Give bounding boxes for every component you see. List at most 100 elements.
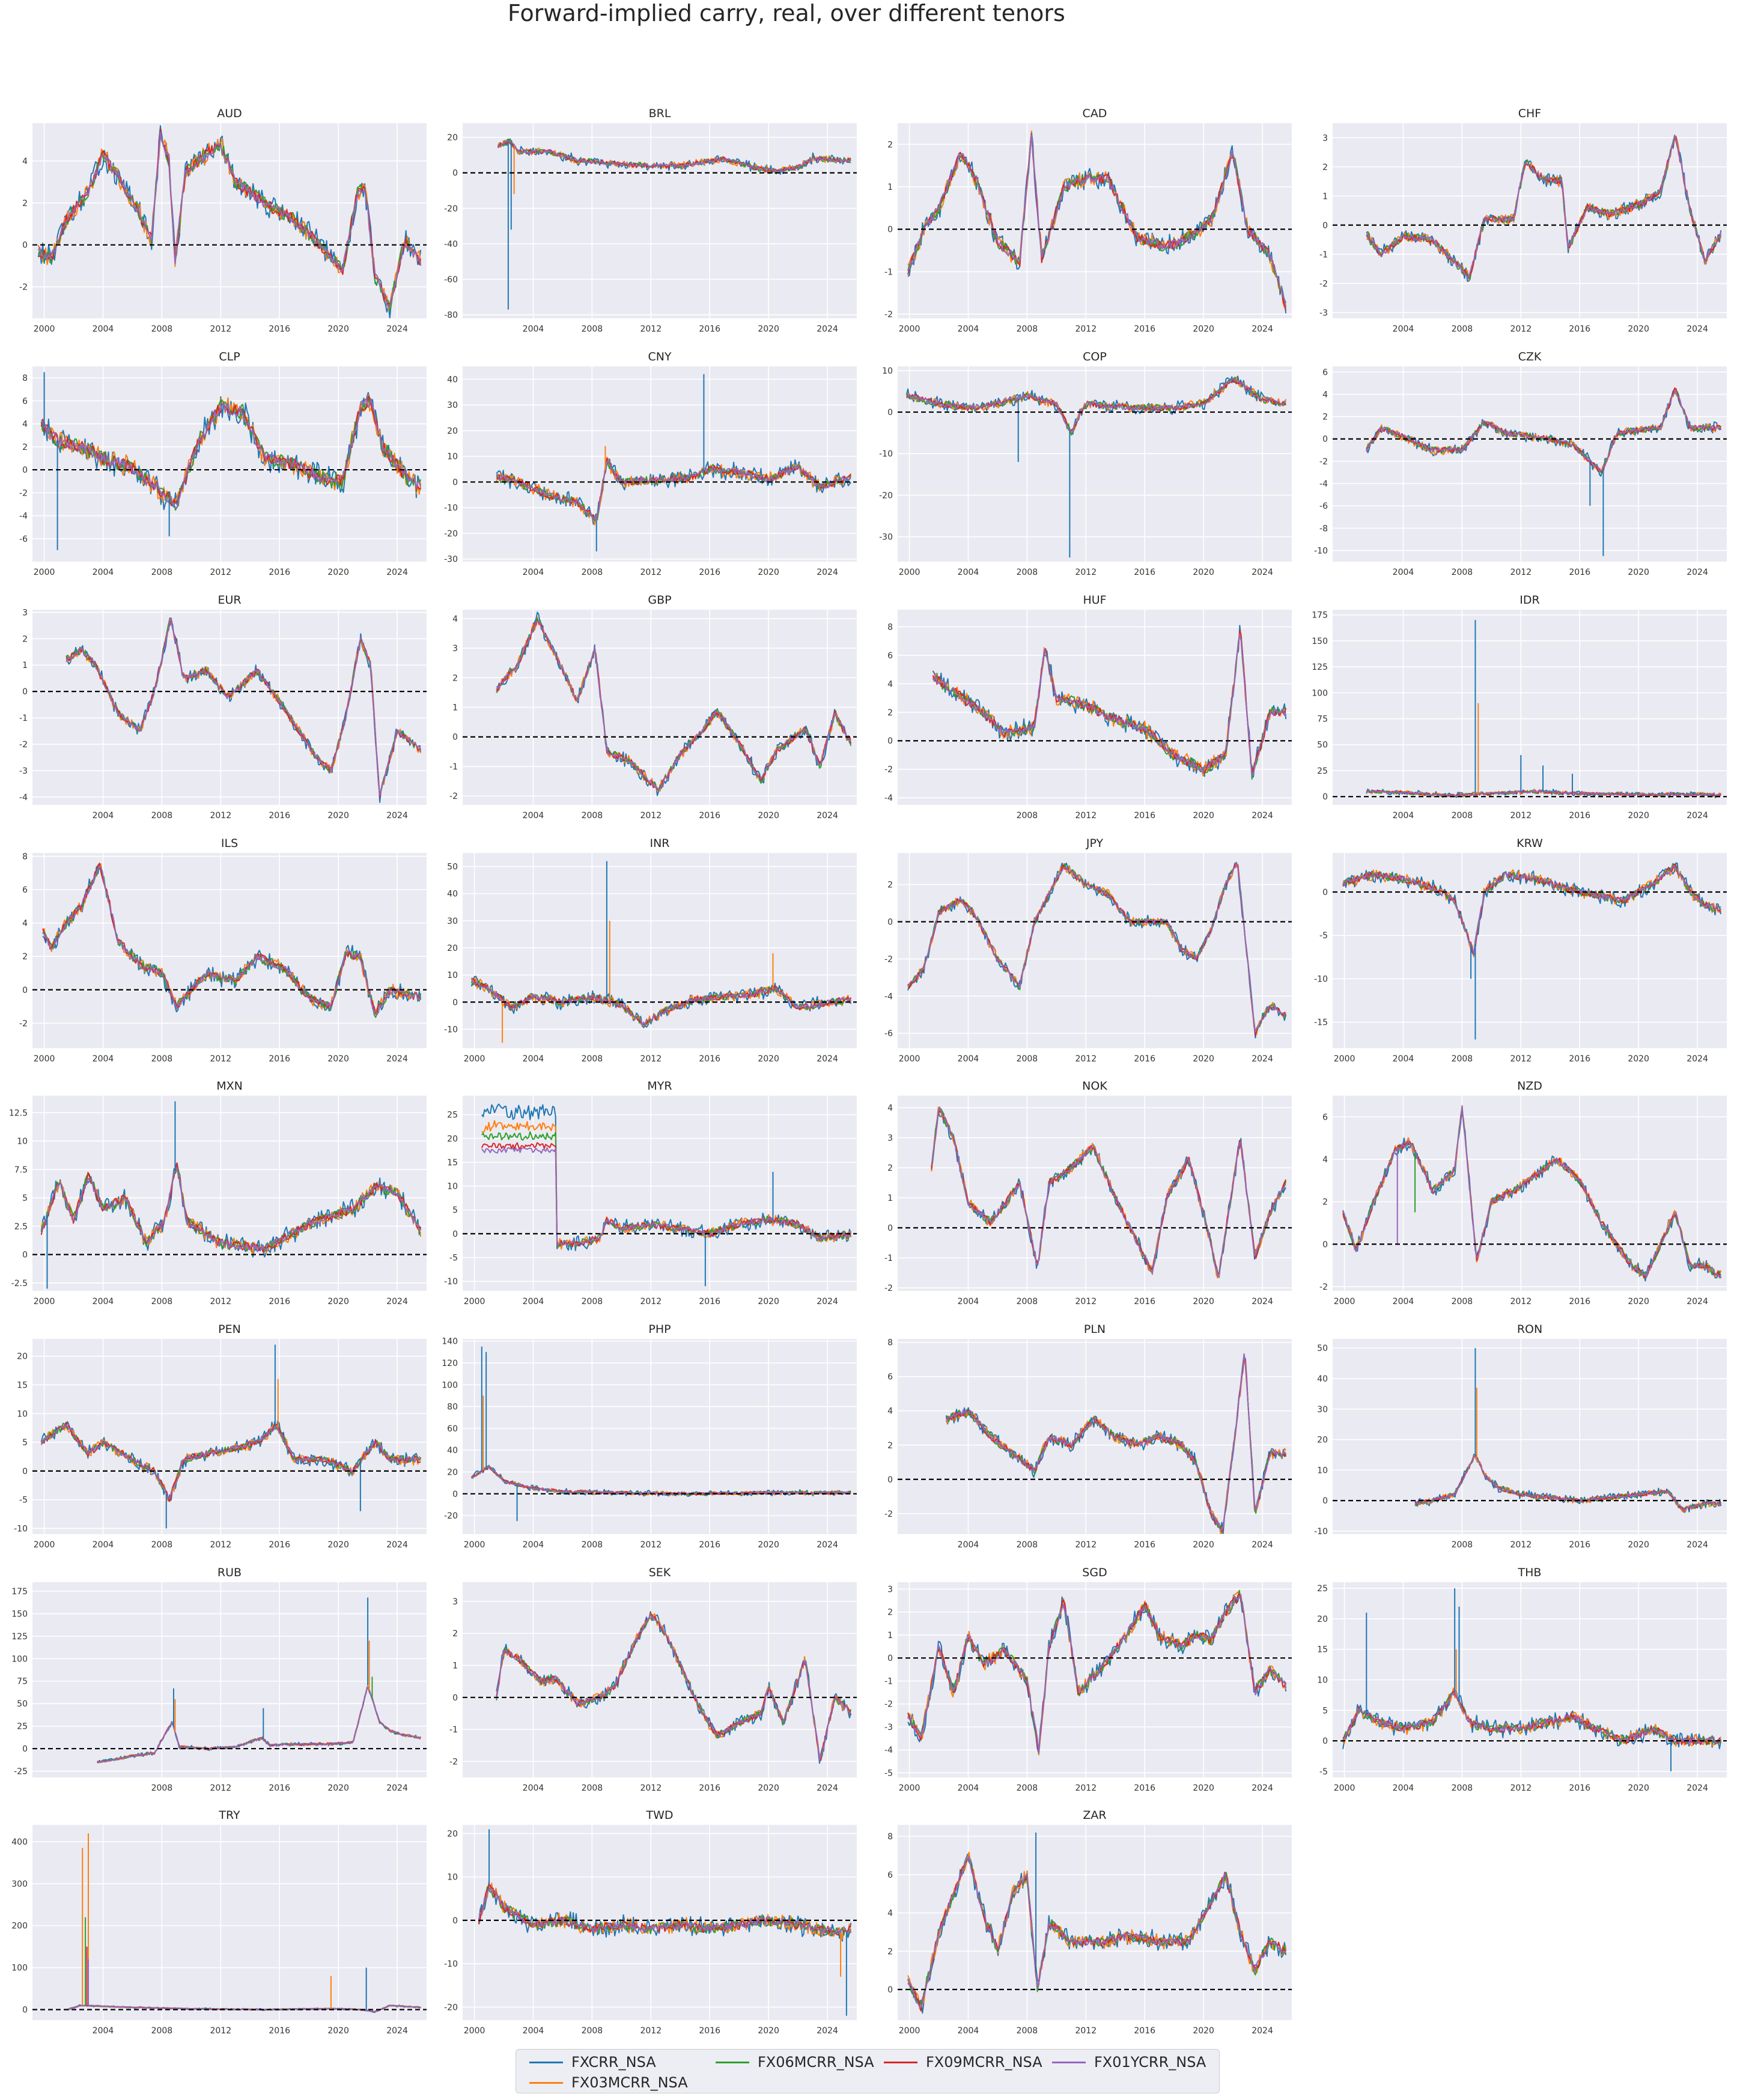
- y-tick-label: 10: [1317, 1676, 1328, 1686]
- series-fx01ycrr-nsa: [907, 1594, 1287, 1753]
- panel-pen: 2000 2004 2008 2012 2016 2020 2024 -10 -5 0 5 10 15 2…: [14, 1323, 427, 1550]
- x-tick-label: 2016: [1569, 1054, 1590, 1064]
- y-tick-label: 100: [1312, 688, 1328, 698]
- y-tick-label: 0: [887, 408, 893, 417]
- y-tick-label: -1: [884, 1254, 893, 1263]
- plot-area: [32, 366, 427, 562]
- x-tick-label: 2020: [1193, 2026, 1214, 2036]
- x-tick-label: 2000: [1334, 1054, 1355, 1064]
- y-tick-label: 0: [1322, 1240, 1328, 1249]
- panel-clp: 2000 2004 2008 2012 2016 2020 2024 -6 -4 -2 0 2 4 6 8 C…: [19, 350, 427, 577]
- y-tick-label: 0: [22, 1744, 28, 1754]
- x-tick-label: 2000: [464, 1297, 485, 1306]
- y-tick-label: -2: [884, 765, 893, 775]
- y-tick-label: -80: [444, 311, 458, 320]
- series-group: [905, 375, 1287, 558]
- series-group: [932, 625, 1287, 780]
- x-tick-label: 2020: [758, 324, 779, 334]
- x-tick-label: 2024: [386, 2026, 408, 2036]
- series-fx01ycrr-nsa: [932, 633, 1286, 777]
- x-tick-label: 2004: [958, 1054, 979, 1064]
- panel-title: CLP: [219, 350, 240, 363]
- plot-area: [898, 1339, 1292, 1534]
- plot-area: [1333, 123, 1727, 318]
- x-tick-label: 2008: [582, 1297, 603, 1306]
- panel-title: JPY: [1086, 837, 1104, 850]
- y-tick-label: 0: [1322, 1737, 1328, 1746]
- x-tick-label: 2024: [1687, 1540, 1708, 1550]
- series-fx09mcrr-nsa: [481, 1142, 851, 1247]
- series-fx01ycrr-nsa: [1342, 1689, 1722, 1745]
- y-tick-label: -2.5: [11, 1279, 28, 1288]
- y-tick-label: 4: [22, 919, 28, 929]
- y-tick-label: -1: [449, 762, 458, 772]
- series-fx01ycrr-nsa: [1342, 1105, 1722, 1279]
- series-fx01ycrr-nsa: [907, 861, 1286, 1033]
- y-tick-label: -4: [884, 992, 893, 1001]
- y-tick-label: -5: [1319, 931, 1328, 941]
- y-tick-label: 3: [887, 1133, 893, 1143]
- x-tick-label: 2024: [1252, 2026, 1273, 2036]
- x-tick-label: 2012: [1510, 811, 1532, 821]
- panel-rub: 2008 2012 2016 2020 2024 -25 0 25 50 75 100 125 150 1…: [11, 1566, 427, 1793]
- y-tick-label: 40: [447, 890, 458, 899]
- y-tick-label: 10: [447, 452, 458, 462]
- y-tick-label: 0: [887, 1475, 893, 1485]
- x-tick-label: 2004: [523, 1297, 544, 1306]
- x-tick-label: 2008: [151, 568, 173, 577]
- series-fx01ycrr-nsa: [496, 460, 851, 521]
- y-tick-label: 20: [1317, 1436, 1328, 1445]
- x-tick-label: 2016: [1134, 1297, 1155, 1306]
- series-group: [40, 1344, 422, 1529]
- series-group: [497, 138, 851, 310]
- panel-title: HUF: [1083, 593, 1106, 607]
- x-tick-label: 2012: [210, 1540, 231, 1550]
- x-tick-label: 2020: [1628, 568, 1649, 577]
- legend-item-fx03mcrr: FX03MCRR_NSA: [529, 2074, 688, 2092]
- legend-item-fxcrr: FXCRR_NSA: [529, 2053, 656, 2071]
- series-fx01ycrr-nsa: [41, 1167, 422, 1252]
- y-tick-label: -10: [444, 1959, 458, 1969]
- x-tick-label: 2008: [582, 568, 603, 577]
- y-tick-label: 6: [1322, 368, 1328, 377]
- x-tick-label: 2020: [758, 811, 779, 821]
- y-tick-label: 0: [22, 466, 28, 475]
- x-tick-label: 2004: [1393, 324, 1414, 334]
- x-tick-label: 2016: [699, 324, 720, 334]
- y-tick-label: 0: [452, 1490, 458, 1499]
- x-tick-label: 2008: [1452, 1054, 1473, 1064]
- y-tick-label: -1: [884, 1677, 893, 1686]
- y-tick-label: 125: [1312, 663, 1328, 672]
- y-tick-label: -2: [1319, 279, 1328, 289]
- x-tick-label: 2008: [151, 1054, 173, 1064]
- y-tick-label: -5: [19, 1496, 28, 1505]
- y-tick-label: -20: [444, 1511, 458, 1521]
- legend-label-fx06mcrr: FX06MCRR_NSA: [758, 2054, 874, 2071]
- panel-nok: 2004 2008 2012 2016 2020 2024 -2 -1 0 1 2 3 4 NOK: [884, 1079, 1292, 1306]
- panel-pln: 2004 2008 2012 2016 2020 2024 -2 0 2 4 6 8 PLN: [884, 1323, 1292, 1550]
- plot-area: [1333, 853, 1727, 1048]
- plot-area: [1333, 1096, 1727, 1291]
- x-tick-label: 2004: [93, 811, 114, 821]
- y-tick-label: 20: [447, 1134, 458, 1144]
- y-tick-label: 20: [447, 944, 458, 953]
- x-tick-label: 2016: [699, 811, 720, 821]
- x-tick-label: 2024: [386, 1783, 408, 1793]
- series-fx01ycrr-nsa: [945, 1353, 1286, 1531]
- y-tick-label: 30: [447, 917, 458, 926]
- y-tick-label: 1: [452, 703, 458, 713]
- plot-area: [463, 1582, 857, 1777]
- y-tick-label: 0: [887, 1985, 893, 1995]
- y-tick-label: -20: [444, 2003, 458, 2012]
- x-tick-label: 2008: [1017, 1783, 1038, 1793]
- x-tick-label: 2004: [1393, 1054, 1414, 1064]
- y-tick-label: 0: [22, 687, 28, 697]
- y-tick-label: 4: [1322, 390, 1328, 399]
- x-tick-label: 2008: [151, 324, 173, 334]
- y-tick-label: 1: [452, 1661, 458, 1671]
- y-tick-label: 4: [887, 1103, 893, 1113]
- x-tick-label: 2012: [210, 811, 231, 821]
- x-tick-label: 2012: [1510, 1783, 1532, 1793]
- y-tick-label: 15: [447, 1158, 458, 1168]
- y-tick-label: 4: [452, 615, 458, 624]
